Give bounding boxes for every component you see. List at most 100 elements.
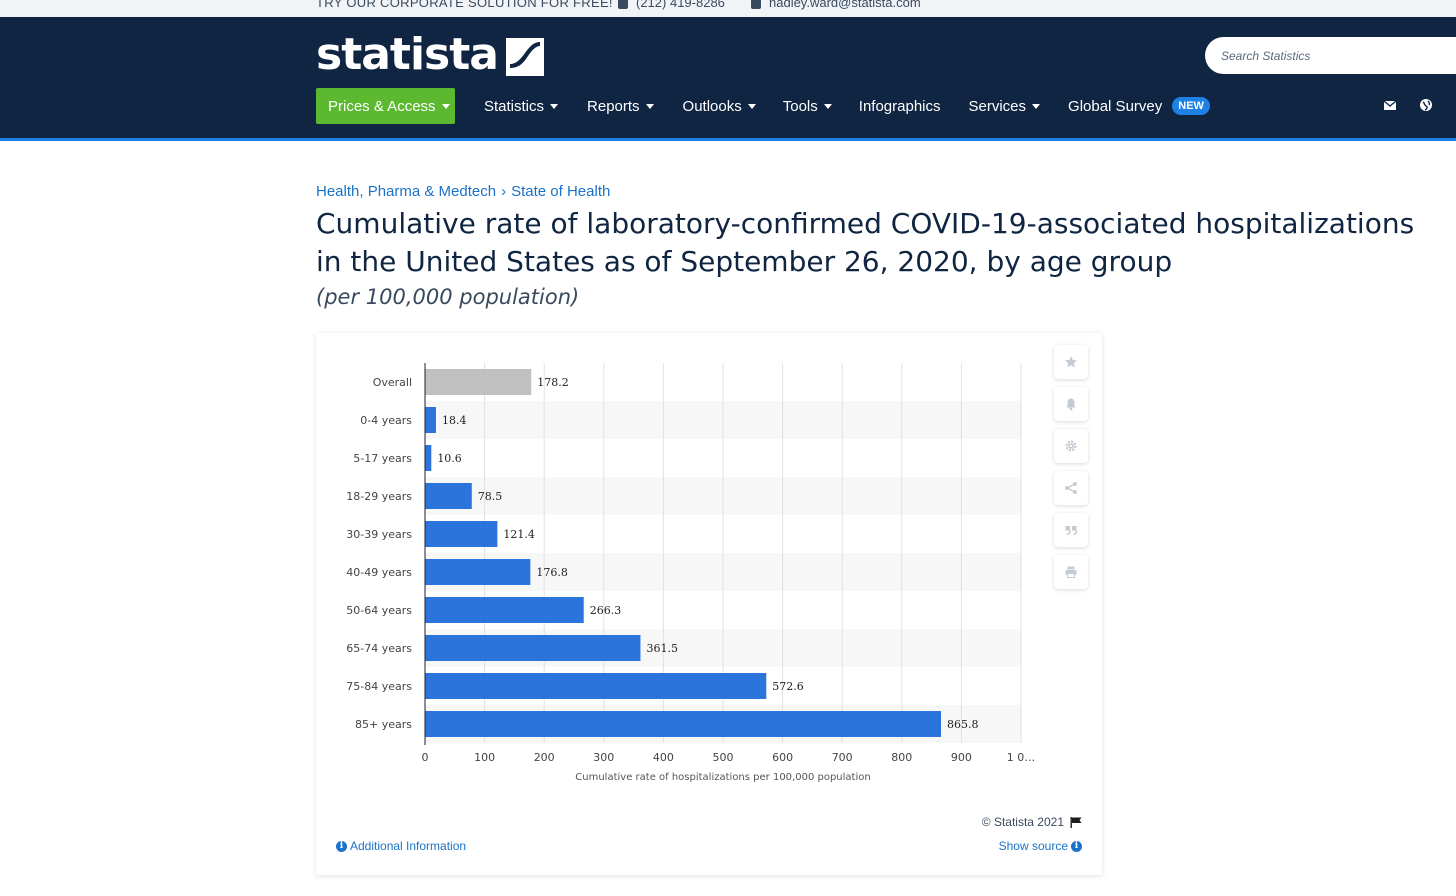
data-label: 572.6 [772, 680, 804, 693]
bar-85-years [425, 711, 942, 737]
data-label: 361.5 [646, 642, 678, 655]
chevron-down-icon [1032, 103, 1041, 109]
info-icon: i [336, 840, 347, 852]
nav-label: Services [968, 97, 1027, 115]
phone-number[interactable]: (212) 419-8286 [618, 0, 725, 10]
additional-information-link[interactable]: i Additional Information [336, 839, 466, 853]
phone-icon [618, 0, 628, 9]
data-label: 78.5 [478, 490, 503, 503]
info-icon: i [1071, 840, 1082, 852]
x-tick-label: 100 [474, 751, 495, 764]
statista-logo[interactable]: statista [316, 33, 544, 77]
chevron-down-icon [645, 103, 654, 109]
chevron-down-icon [550, 103, 559, 109]
copyright: © Statista 2021 [982, 815, 1082, 829]
bar-5-17-years [425, 445, 432, 471]
show-source-label: Show source [998, 839, 1068, 853]
bell-icon [1066, 398, 1076, 411]
category-label: 85+ years [355, 718, 412, 731]
star-icon [1065, 356, 1077, 368]
data-label: 18.4 [442, 414, 467, 427]
x-tick-label: 1 0… [1007, 751, 1036, 764]
site-header: statista Prices & Access Statistics Report… [0, 17, 1456, 138]
x-tick-label: 300 [593, 751, 614, 764]
category-label: 0-4 years [360, 414, 412, 427]
category-label: 50-64 years [346, 604, 412, 617]
email-text: hadley.ward@statista.com [769, 0, 921, 10]
nav-label: Statistics [484, 97, 545, 115]
envelope-icon [751, 0, 761, 9]
print-button[interactable] [1054, 555, 1088, 589]
bar-30-39-years [425, 521, 498, 547]
flag-icon[interactable] [1070, 816, 1082, 828]
phone-text: (212) 419-8286 [636, 0, 725, 10]
notification-button[interactable] [1054, 387, 1088, 421]
nav-label: Outlooks [682, 97, 742, 115]
x-tick-label: 200 [534, 751, 555, 764]
category-label: 40-49 years [346, 566, 412, 579]
corporate-promo-link[interactable]: TRY OUR CORPORATE SOLUTION FOR FREE! [316, 0, 613, 10]
quote-icon [1065, 526, 1078, 536]
x-axis-title: Cumulative rate of hospitalizations per … [575, 772, 870, 783]
favorite-button[interactable] [1054, 345, 1088, 379]
data-label: 178.2 [537, 376, 569, 389]
share-button[interactable] [1054, 471, 1088, 505]
breadcrumb-separator: › [501, 183, 507, 200]
nav-reports[interactable]: Reports [587, 88, 654, 124]
data-label: 266.3 [590, 604, 622, 617]
statista-logo-icon [505, 38, 544, 76]
breadcrumb-item-health[interactable]: Health, Pharma & Medtech [316, 183, 497, 200]
data-label: 176.8 [536, 566, 568, 579]
nav-outlooks[interactable]: Outlooks [683, 88, 756, 124]
email-address[interactable]: hadley.ward@statista.com [751, 0, 921, 10]
category-label: 65-74 years [346, 642, 412, 655]
nav-label: Global Survey [1068, 97, 1163, 115]
page-title: Cumulative rate of laboratory-confirmed … [316, 207, 1415, 278]
print-icon [1065, 566, 1077, 578]
nav-global-survey[interactable]: Global Survey NEW [1068, 88, 1210, 124]
bar-chart: Overall 178.2 0-4 years 18.4 5-17 years 10.6 1… [346, 363, 1036, 783]
data-label: 121.4 [503, 528, 534, 541]
settings-button[interactable] [1054, 429, 1088, 463]
nav-services[interactable]: Services [969, 88, 1041, 124]
new-badge: NEW [1172, 97, 1210, 115]
x-tick-label: 800 [891, 751, 912, 764]
page-subtitle: (per 100,000 population) [316, 285, 580, 309]
x-tick-label: 900 [951, 751, 972, 764]
x-tick-label: 600 [772, 751, 793, 764]
main-nav: Prices & Access Statistics Reports Outlooks… [316, 88, 1210, 124]
nav-label: Reports [587, 97, 640, 115]
nav-prices-access[interactable]: Prices & Access [316, 88, 455, 124]
category-label: 75-84 years [346, 680, 412, 693]
envelope-icon [1383, 100, 1397, 110]
search-input[interactable] [1205, 37, 1456, 74]
bar-75-84-years [425, 673, 767, 699]
data-label: 10.6 [437, 452, 462, 465]
globe-icon [1420, 99, 1432, 111]
category-label: 30-39 years [346, 528, 412, 541]
nav-tools[interactable]: Tools [783, 88, 832, 124]
share-icon [1065, 482, 1077, 494]
top-strip: TRY OUR CORPORATE SOLUTION FOR FREE! (21… [0, 0, 1456, 17]
header-accent-line [0, 138, 1456, 141]
search-box[interactable] [1205, 37, 1456, 74]
x-tick-label: 0 [422, 751, 429, 764]
cite-button[interactable] [1054, 513, 1088, 547]
bar-overall [425, 369, 532, 395]
bar-0-4-years [425, 407, 436, 433]
nav-statistics[interactable]: Statistics [484, 88, 559, 124]
nav-infographics[interactable]: Infographics [859, 88, 941, 124]
nav-label: Infographics [858, 97, 941, 115]
bar-50-64-years [425, 597, 584, 623]
header-language-button[interactable] [1419, 98, 1433, 112]
additional-information-label: Additional Information [350, 839, 467, 853]
breadcrumb: Health, Pharma & Medtech › State of Health [316, 183, 610, 200]
logo-text: statista [316, 29, 499, 80]
gear-icon [1065, 440, 1077, 452]
header-mail-button[interactable] [1383, 98, 1397, 112]
chart-card: Overall 178.2 0-4 years 18.4 5-17 years 10.6 1… [316, 333, 1102, 875]
category-label: 5-17 years [353, 452, 412, 465]
show-source-link[interactable]: Show source i [999, 839, 1082, 853]
chevron-down-icon [441, 103, 450, 109]
breadcrumb-item-state-of-health[interactable]: State of Health [511, 183, 611, 200]
